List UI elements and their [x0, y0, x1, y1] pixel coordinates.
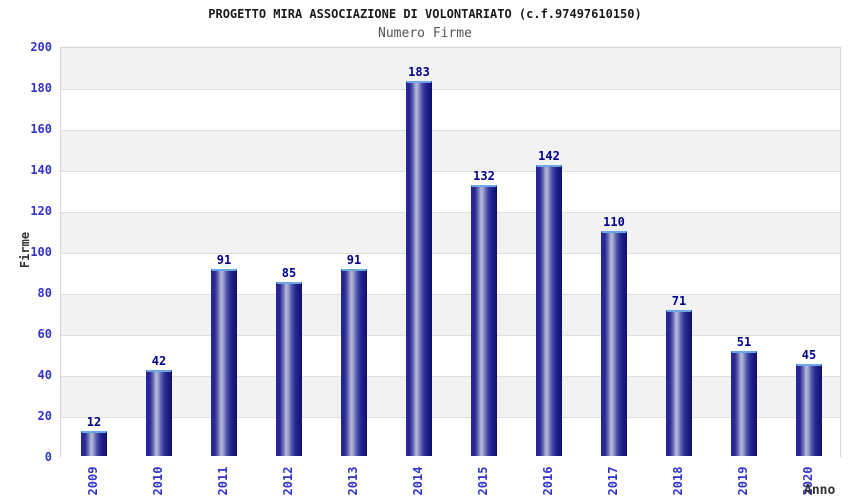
bar-2018 [666, 310, 692, 456]
chart-subtitle: Numero Firme [378, 26, 472, 41]
y-tick-label: 200 [30, 40, 52, 54]
bar-2019 [731, 351, 757, 456]
bar-2014 [406, 81, 432, 456]
bar-value-label: 91 [216, 253, 232, 267]
grid-band [61, 376, 840, 417]
x-tick-label: 2011 [216, 466, 230, 496]
y-tick-label: 0 [44, 450, 52, 464]
x-tick-label: 2009 [86, 466, 100, 496]
grid-band [61, 335, 840, 376]
bar-value-label: 110 [603, 215, 625, 229]
x-tick-label: 2015 [476, 466, 490, 496]
y-tick-label: 120 [30, 204, 52, 218]
x-axis-title: Anno [804, 483, 836, 498]
grid-band [61, 48, 840, 89]
bar-value-label: 91 [346, 253, 362, 267]
bar-2013 [341, 269, 367, 456]
bar-2011 [211, 269, 237, 456]
bar-2017 [601, 231, 627, 456]
grid-band [61, 130, 840, 171]
bar-2016 [536, 165, 562, 456]
grid-band [61, 294, 840, 335]
bar-2015 [471, 185, 497, 456]
bar-value-label: 85 [281, 266, 297, 280]
grid-band [61, 253, 840, 294]
plot-area: 12 42 91 85 91 183 132 142 110 71 51 45 [60, 47, 841, 458]
y-axis-title: Firme [18, 231, 32, 269]
grid-band [61, 89, 840, 130]
grid-band [61, 171, 840, 212]
x-tick-label: 2018 [671, 466, 685, 496]
bar-2010 [146, 370, 172, 456]
y-tick-label: 100 [30, 245, 52, 259]
bar-2009 [81, 431, 107, 456]
bar-value-label: 45 [801, 348, 817, 362]
x-tick-label: 2017 [606, 466, 620, 496]
y-tick-label: 140 [30, 163, 52, 177]
bar-value-label: 183 [408, 65, 430, 79]
y-tick-label: 80 [37, 286, 52, 300]
y-tick-label: 60 [37, 327, 52, 341]
x-tick-label: 2019 [736, 466, 750, 496]
grid-band [61, 417, 840, 458]
bar-2020 [796, 364, 822, 456]
y-tick-label: 40 [37, 368, 52, 382]
x-tick-label: 2014 [411, 466, 425, 496]
x-tick-label: 2016 [541, 466, 555, 496]
x-tick-label: 2012 [281, 466, 295, 496]
bar-value-label: 51 [736, 335, 752, 349]
x-tick-label: 2010 [151, 466, 165, 496]
y-tick-label: 180 [30, 81, 52, 95]
bar-value-label: 12 [86, 415, 102, 429]
x-tick-label: 2013 [346, 466, 360, 496]
bar-value-label: 71 [671, 294, 687, 308]
grid-band [61, 212, 840, 253]
bar-2012 [276, 282, 302, 456]
chart-title: PROGETTO MIRA ASSOCIAZIONE DI VOLONTARIA… [208, 7, 642, 21]
y-tick-label: 20 [37, 409, 52, 423]
bar-value-label: 132 [473, 169, 495, 183]
bar-value-label: 42 [151, 354, 167, 368]
bar-value-label: 142 [538, 149, 560, 163]
y-tick-label: 160 [30, 122, 52, 136]
